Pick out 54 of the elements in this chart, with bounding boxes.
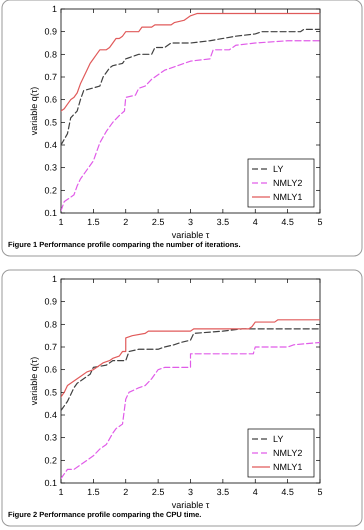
line-series <box>61 12 320 112</box>
x-tick-label: 3.5 <box>216 487 230 497</box>
y-tick-label: 0.9 <box>44 26 57 37</box>
y-tick-label: 1 <box>52 274 57 284</box>
y-tick-label: 0.2 <box>44 455 57 466</box>
x-axis-title: variable τ <box>172 230 210 240</box>
y-tick-label: 0.7 <box>44 72 57 82</box>
line-series <box>61 319 320 398</box>
y-tick-label: 0.3 <box>44 162 57 173</box>
y-tick-label: 0.4 <box>44 140 57 150</box>
y-tick-label: 0.1 <box>44 208 57 218</box>
y-tick-label: 0.6 <box>44 94 57 105</box>
y-tick-label: 0.8 <box>44 319 57 330</box>
y-tick-label: 1 <box>52 4 57 14</box>
y-tick-label: 0.4 <box>44 410 57 420</box>
x-tick-label: 3 <box>188 217 194 227</box>
x-tick-label: 2.5 <box>152 487 164 497</box>
x-tick-label: 2 <box>123 487 128 497</box>
y-tick-label: 0.5 <box>44 387 57 398</box>
x-axis-title: variable τ <box>172 500 210 510</box>
y-tick-label: 0.8 <box>44 49 57 60</box>
x-tick-label: 2.5 <box>152 217 164 227</box>
legend-label: NMLY2 <box>273 448 302 458</box>
x-tick-label: 4.5 <box>281 487 294 497</box>
y-axis-title: variable q(τ) <box>29 356 39 406</box>
legend-label: LY <box>273 434 284 444</box>
line-series <box>61 28 320 146</box>
x-tick-label: 1.5 <box>87 217 100 227</box>
x-tick-label: 5 <box>317 217 323 227</box>
legend-label: NMLY2 <box>273 178 302 188</box>
x-tick-label: 3.5 <box>216 217 230 227</box>
x-tick-label: 4 <box>252 217 258 227</box>
x-tick-label: 5 <box>317 487 323 497</box>
x-tick-label: 2 <box>123 217 128 227</box>
y-tick-label: 0.5 <box>44 117 57 128</box>
x-tick-label: 4.5 <box>281 217 294 227</box>
x-tick-label: 1 <box>58 217 64 227</box>
x-tick-label: 4 <box>252 487 258 497</box>
line-series <box>61 328 320 412</box>
y-tick-label: 0.9 <box>44 296 57 307</box>
x-tick-label: 1.5 <box>87 487 100 497</box>
legend-label: NMLY1 <box>273 462 302 472</box>
y-tick-label: 0.6 <box>44 364 57 375</box>
y-tick-label: 0.2 <box>44 185 57 196</box>
y-tick-label: 0.3 <box>44 432 57 443</box>
y-tick-label: 0.7 <box>44 342 57 352</box>
y-axis-title: variable q(τ) <box>29 86 39 136</box>
y-tick-label: 0.1 <box>44 478 57 488</box>
x-tick-label: 1 <box>58 487 64 497</box>
x-tick-label: 3 <box>188 487 194 497</box>
line-series <box>61 342 320 480</box>
legend-label: LY <box>273 164 284 174</box>
line-series <box>61 40 320 212</box>
legend-label: NMLY1 <box>273 192 302 202</box>
